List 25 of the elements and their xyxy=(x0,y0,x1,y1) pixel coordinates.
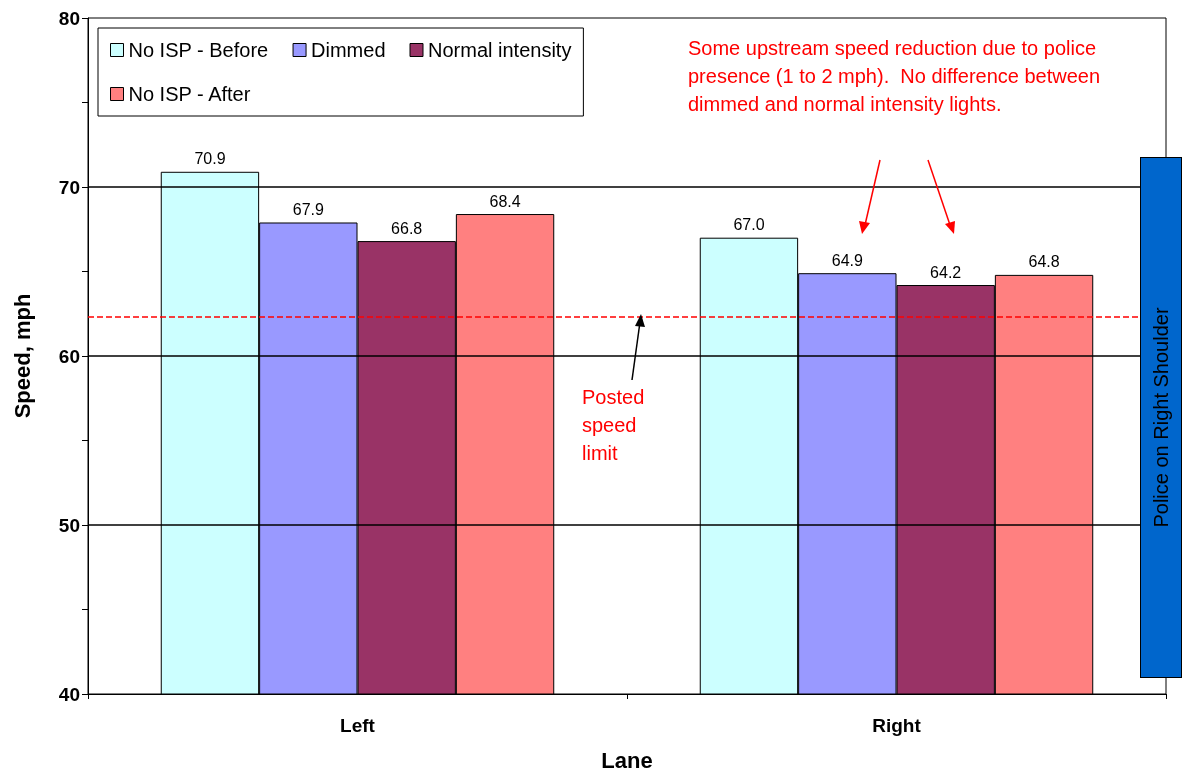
annotation: Some upstream speed reduction due to police presence (1 to 2 mph). No difference between dimmed and normal intensity lights. xyxy=(688,37,1106,115)
legend-label: Dimmed xyxy=(311,39,386,61)
annotation: Police on Right Shoulder xyxy=(1149,307,1173,528)
y-tick-label: 40 xyxy=(58,683,80,705)
x-axis-title: Lane xyxy=(601,747,653,773)
data-label: 68.4 xyxy=(489,192,521,210)
y-tick-label: 80 xyxy=(58,7,80,29)
y-tick-label: 50 xyxy=(58,514,80,536)
y-tick-label: 70 xyxy=(58,176,80,198)
legend-label: No ISP - After xyxy=(128,83,251,105)
data-label: 64.9 xyxy=(831,251,863,269)
x-tick-label: Right xyxy=(872,715,922,736)
data-label: 70.9 xyxy=(194,150,226,168)
data-label: 64.8 xyxy=(1028,253,1060,271)
legend-label: No ISP - Before xyxy=(128,39,269,61)
data-label: 66.8 xyxy=(391,219,423,237)
data-label: 67.0 xyxy=(733,216,765,234)
data-label: 64.2 xyxy=(930,263,962,281)
sign-panel: Police on Right Shoulder xyxy=(1140,157,1182,678)
y-axis-title: Speed, mph xyxy=(9,293,35,419)
ref-line-label: Posted speed limit xyxy=(582,386,650,464)
y-tick-label: 60 xyxy=(58,345,80,367)
legend-label: Normal intensity xyxy=(428,39,572,61)
data-label: 67.9 xyxy=(292,200,324,218)
x-tick-label: Left xyxy=(340,715,376,736)
